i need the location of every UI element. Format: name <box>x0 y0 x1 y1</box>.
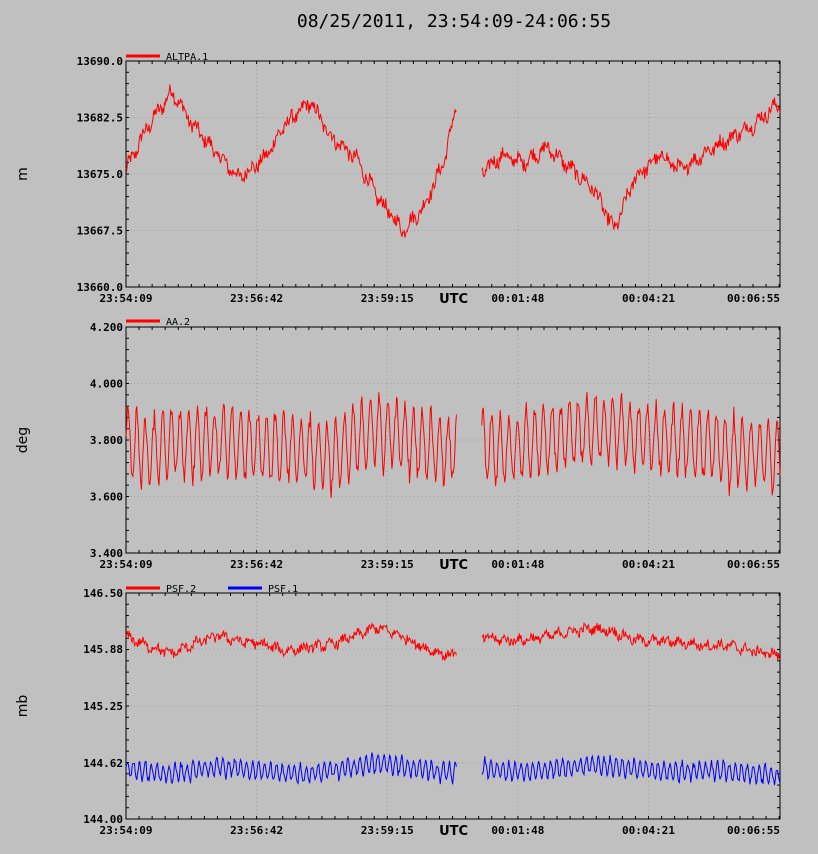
x-tick-label: 23:56:42 <box>230 824 283 837</box>
series-line-AA.2 <box>125 392 781 498</box>
x-tick-label: 23:54:09 <box>100 292 153 305</box>
y-tick-label: 4.200 <box>90 321 123 334</box>
series-line-ALTPA.1 <box>125 84 781 238</box>
x-tick-label: 23:59:15 <box>361 558 414 571</box>
y-tick-label: 146.50 <box>83 587 123 600</box>
y-axis-label: m <box>15 167 31 181</box>
y-tick-label: 13660.0 <box>77 281 123 294</box>
panels: 13660.0 13667.5 13675.0 13682.5 13690.0 23:54… <box>15 52 781 839</box>
y-tick-label: 3.800 <box>90 434 123 447</box>
chart-panel-mb: 144.00 144.62 145.25 145.88 146.50 23:54:09 23… <box>15 584 781 839</box>
x-tick-label: 00:04:21 <box>622 824 675 837</box>
y-tick-label: 144.00 <box>83 813 123 826</box>
y-tick-label: 13682.5 <box>77 112 123 125</box>
y-axis-label: mb <box>15 695 31 718</box>
x-tick-label: 23:54:09 <box>100 824 153 837</box>
series-line-PSF.1 <box>125 752 781 786</box>
chart-title: 08/25/2011, 23:54:09-24:06:55 <box>297 11 611 32</box>
y-tick-label: 144.62 <box>83 757 123 770</box>
legend-label: PSF.2 <box>166 584 196 595</box>
x-tick-label: 00:01:48 <box>491 824 544 837</box>
x-tick-label: 00:04:21 <box>622 292 675 305</box>
y-axis-label: deg <box>15 427 31 453</box>
y-tick-label: 13675.0 <box>77 168 123 181</box>
x-tick-label: 23:59:15 <box>361 824 414 837</box>
x-tick-label: 00:06:55 <box>727 558 780 571</box>
y-tick-label: 13690.0 <box>77 55 123 68</box>
y-tick-label: 3.600 <box>90 491 123 504</box>
y-tick-label: 145.25 <box>83 700 123 713</box>
x-tick-label: 00:06:55 <box>727 824 780 837</box>
y-tick-label: 4.000 <box>90 378 123 391</box>
x-tick-label: 23:56:42 <box>230 292 283 305</box>
legend-label: ALTPA.1 <box>166 52 208 63</box>
series-line-PSF.2 <box>125 622 781 661</box>
y-tick-label: 3.400 <box>90 547 123 560</box>
x-axis-label: UTC <box>439 292 468 307</box>
y-tick-label: 13667.5 <box>77 225 123 238</box>
x-tick-label: 23:54:09 <box>100 558 153 571</box>
x-tick-label: 00:06:55 <box>727 292 780 305</box>
legend-label: PSF.1 <box>268 584 298 595</box>
y-tick-label: 145.88 <box>83 643 123 656</box>
x-tick-label: 00:04:21 <box>622 558 675 571</box>
x-axis-label: UTC <box>439 824 468 839</box>
x-tick-label: 00:01:48 <box>491 558 544 571</box>
legend-label: AA.2 <box>166 317 190 328</box>
x-axis-label: UTC <box>439 558 468 573</box>
x-tick-label: 23:59:15 <box>361 292 414 305</box>
chart-panel-deg: 3.400 3.600 3.800 4.000 4.200 23:54:09 23:56:4… <box>15 317 781 573</box>
x-tick-label: 00:01:48 <box>491 292 544 305</box>
chart-panel-m: 13660.0 13667.5 13675.0 13682.5 13690.0 23:54… <box>15 52 781 307</box>
x-tick-label: 23:56:42 <box>230 558 283 571</box>
